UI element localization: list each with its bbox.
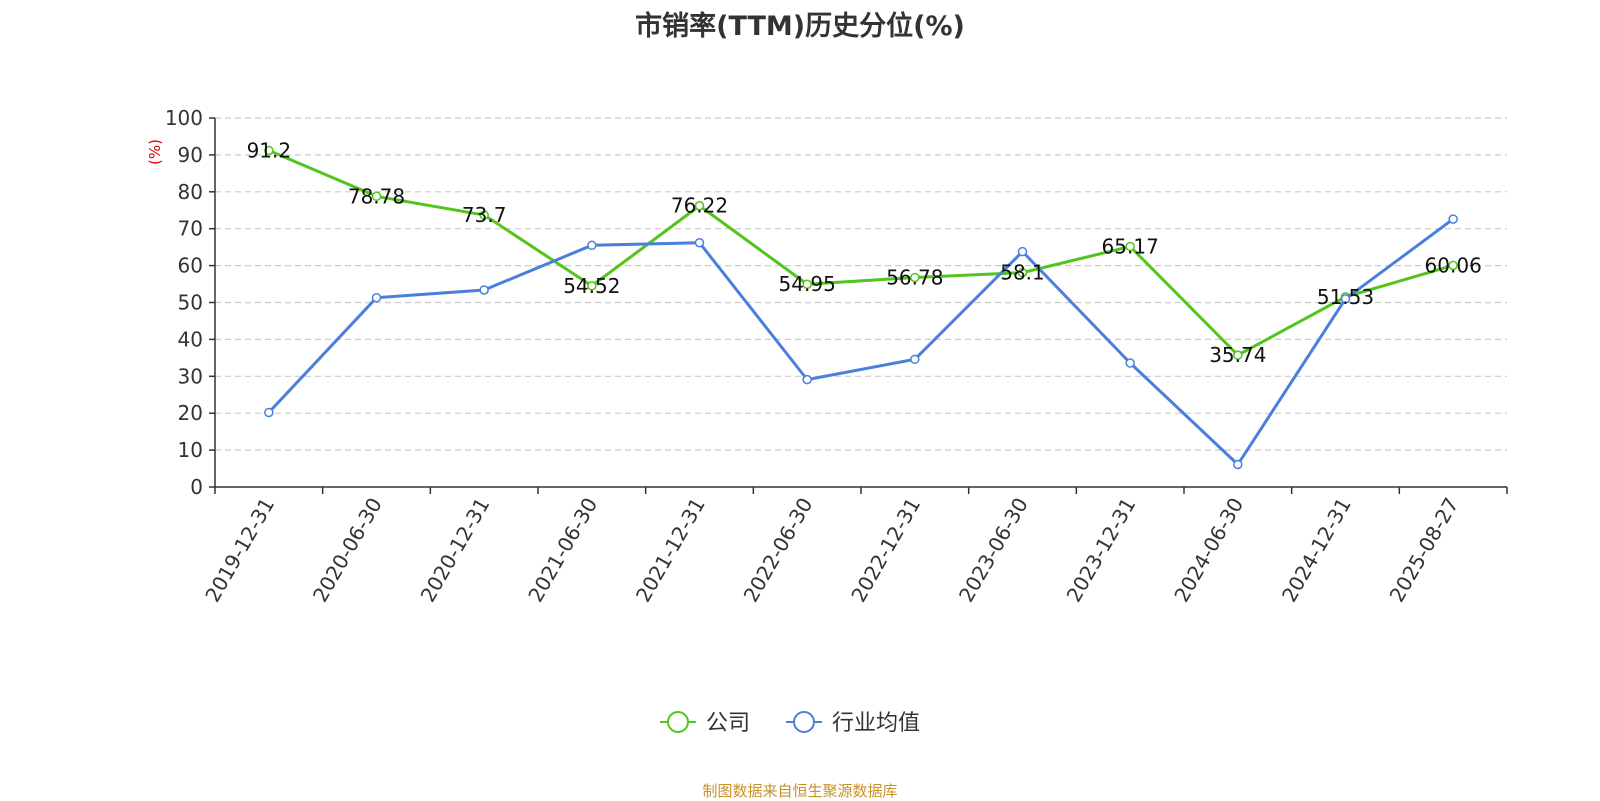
data-point	[802, 279, 812, 289]
data-label: 56.78	[886, 265, 943, 289]
data-point	[694, 200, 705, 211]
data-label: 51.53	[1317, 285, 1374, 309]
data-point	[910, 272, 920, 283]
x-tick-label: 2023-06-30	[954, 494, 1033, 607]
legend-marker	[667, 711, 689, 733]
legend-marker	[793, 711, 815, 733]
data-point	[264, 145, 274, 156]
y-tick-label: 70	[178, 217, 203, 241]
y-tick-label: 0	[190, 475, 203, 499]
data-label: 78.78	[348, 184, 405, 208]
x-tick-label: 2020-06-30	[308, 494, 387, 607]
y-tick-label: 90	[178, 143, 203, 167]
data-label: 35.74	[1209, 343, 1266, 367]
data-label: 73.7	[462, 203, 507, 227]
legend-label: 公司	[706, 711, 750, 736]
x-tick-label: 2022-12-31	[846, 493, 925, 606]
x-tick-label: 2020-12-31	[416, 493, 495, 606]
data-point	[1448, 260, 1458, 271]
y-tick-label: 60	[178, 254, 203, 278]
x-tick-label: 2022-06-30	[739, 494, 818, 607]
y-tick-label: 10	[178, 438, 203, 462]
y-tick-label: 40	[178, 327, 203, 351]
data-label: 58.1	[1000, 261, 1045, 285]
data-label: 65.17	[1102, 235, 1159, 259]
y-tick-label: 30	[178, 364, 203, 388]
data-label: 60.06	[1425, 253, 1482, 277]
legend: 公司 行业均值	[660, 711, 920, 736]
series-line-0	[268, 149, 1454, 357]
legend-item-0[interactable]: 公司	[660, 711, 750, 736]
y-tick-label: 100	[165, 106, 203, 130]
data-label: 54.52	[563, 274, 620, 298]
y-tick-label: 50	[178, 291, 203, 315]
x-axis-ticks: 2019-12-31 2020-06-30 2020-12-31 2021-06-30…	[200, 487, 1508, 607]
chart-title: 市销率(TTM)历史分位(%)	[635, 11, 965, 42]
x-tick-label: 2021-06-30	[523, 494, 602, 607]
data-point	[587, 240, 597, 251]
data-point	[1017, 246, 1028, 257]
data-point	[1448, 214, 1458, 224]
data-point	[1017, 267, 1028, 278]
y-axis-ticks: 0 10 20 30 40 50 60 70 80 90 100	[165, 106, 215, 499]
source-note: 制图数据来自恒生聚源数据库	[702, 782, 898, 800]
data-point	[802, 374, 812, 385]
x-tick-label: 2024-12-31	[1277, 494, 1356, 607]
grid-lines	[215, 117, 1507, 451]
data-point	[1125, 241, 1135, 252]
data-point	[1340, 294, 1351, 304]
data-label: 54.95	[779, 272, 836, 296]
data-point	[264, 407, 274, 418]
data-label: 91.2	[247, 138, 292, 162]
x-tick-label: 2019-12-31	[200, 494, 279, 607]
series-line-1	[267, 217, 1455, 466]
x-tick-label: 2025-08-27	[1385, 494, 1464, 607]
x-tick-label: 2024-06-30	[1169, 494, 1248, 607]
series-layer	[264, 145, 1458, 470]
legend-item-1[interactable]: 行业均值	[786, 711, 920, 736]
data-point	[371, 191, 382, 202]
data-point	[1125, 358, 1135, 368]
y-tick-label: 80	[178, 180, 203, 204]
y-axis-unit-label: (%)	[146, 139, 164, 165]
data-point	[479, 210, 489, 220]
data-point	[371, 292, 382, 303]
data-labels: 91.2 78.78 73.7 54.52 76.22 54.95 56.78 58.1 65.…	[247, 138, 1482, 367]
x-tick-label: 2021-12-31	[631, 494, 710, 607]
data-point	[694, 237, 705, 248]
data-point	[587, 281, 597, 291]
data-label: 76.22	[671, 194, 728, 218]
data-point	[1233, 350, 1243, 360]
x-tick-label: 2023-12-31	[1062, 494, 1141, 607]
legend-label: 行业均值	[832, 711, 920, 736]
data-point	[910, 354, 920, 365]
data-point	[479, 285, 489, 295]
y-tick-label: 20	[178, 401, 203, 425]
data-point	[1233, 459, 1243, 470]
